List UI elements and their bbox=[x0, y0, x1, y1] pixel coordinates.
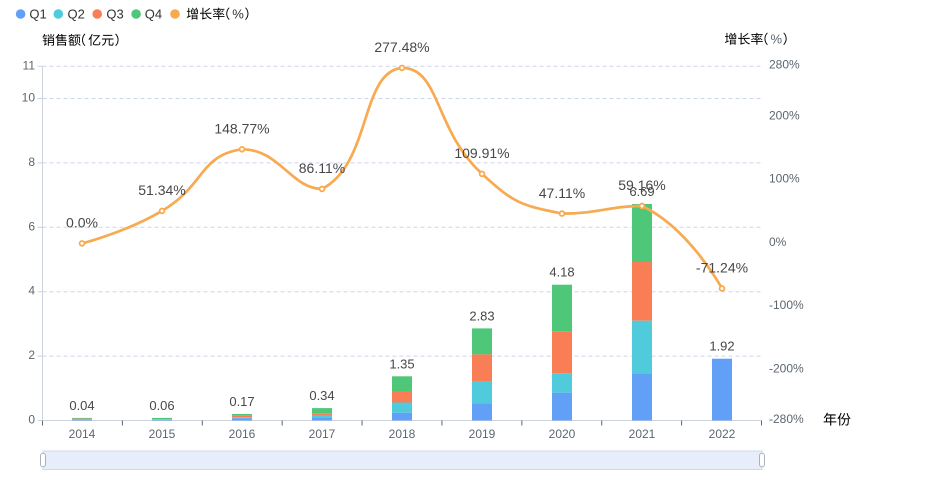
svg-text:2.83: 2.83 bbox=[469, 308, 494, 323]
svg-text:Q4: Q4 bbox=[145, 7, 162, 22]
svg-text:2022: 2022 bbox=[709, 427, 736, 441]
svg-text:%: % bbox=[232, 7, 244, 22]
svg-text:-280%: -280% bbox=[769, 412, 804, 426]
svg-text:0.04: 0.04 bbox=[69, 398, 94, 413]
svg-text:200%: 200% bbox=[769, 108, 800, 122]
svg-text:-71.24%: -71.24% bbox=[696, 260, 748, 276]
svg-text:%: % bbox=[771, 32, 783, 47]
svg-text:-100%: -100% bbox=[769, 298, 804, 312]
svg-text:11: 11 bbox=[23, 58, 36, 72]
svg-text:2018: 2018 bbox=[389, 427, 416, 441]
svg-text:2021: 2021 bbox=[629, 427, 656, 441]
svg-text:148.77%: 148.77% bbox=[214, 121, 269, 137]
svg-text:2019: 2019 bbox=[469, 427, 496, 441]
svg-text:4: 4 bbox=[28, 284, 35, 298]
svg-text:0: 0 bbox=[28, 413, 35, 427]
svg-text:51.34%: 51.34% bbox=[138, 182, 185, 198]
svg-text:2015: 2015 bbox=[149, 427, 176, 441]
svg-text:4.18: 4.18 bbox=[549, 265, 574, 280]
svg-text:0.17: 0.17 bbox=[229, 394, 254, 409]
svg-text:10: 10 bbox=[22, 91, 36, 105]
svg-text:1.92: 1.92 bbox=[709, 339, 734, 354]
svg-text:2017: 2017 bbox=[309, 427, 336, 441]
svg-text:0.06: 0.06 bbox=[149, 398, 174, 413]
svg-text:Q2: Q2 bbox=[68, 7, 85, 22]
svg-text:0.34: 0.34 bbox=[309, 388, 334, 403]
svg-text:2: 2 bbox=[28, 348, 35, 362]
svg-text:59.16%: 59.16% bbox=[618, 177, 665, 193]
svg-text:86.11%: 86.11% bbox=[299, 160, 345, 176]
svg-text:277.48%: 277.48% bbox=[374, 39, 429, 55]
svg-text:-200%: -200% bbox=[769, 361, 804, 375]
svg-text:8: 8 bbox=[28, 155, 35, 169]
svg-text:2020: 2020 bbox=[549, 427, 576, 441]
svg-text:2014: 2014 bbox=[69, 427, 96, 441]
svg-text:0.0%: 0.0% bbox=[66, 215, 98, 231]
svg-text:2016: 2016 bbox=[229, 427, 256, 441]
svg-text:280%: 280% bbox=[769, 58, 800, 72]
svg-text:47.11%: 47.11% bbox=[539, 185, 585, 201]
svg-text:Q1: Q1 bbox=[29, 7, 46, 22]
svg-text:109.91%: 109.91% bbox=[454, 145, 509, 161]
svg-text:1.35: 1.35 bbox=[389, 356, 414, 371]
svg-text:0%: 0% bbox=[769, 235, 787, 249]
svg-text:100%: 100% bbox=[769, 172, 800, 186]
svg-text:6: 6 bbox=[28, 219, 35, 233]
svg-text:Q3: Q3 bbox=[106, 7, 123, 22]
